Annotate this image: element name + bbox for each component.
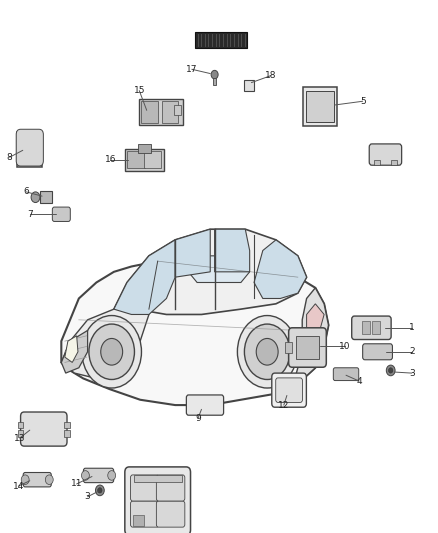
Polygon shape — [188, 256, 250, 282]
Circle shape — [98, 488, 102, 493]
Bar — [134, 475, 182, 482]
Bar — [18, 430, 23, 437]
Bar — [195, 32, 247, 48]
FancyBboxPatch shape — [333, 368, 359, 381]
Polygon shape — [215, 229, 250, 272]
Text: 17: 17 — [186, 65, 198, 74]
Bar — [244, 80, 254, 91]
Circle shape — [389, 368, 393, 373]
Circle shape — [21, 475, 29, 484]
FancyBboxPatch shape — [352, 316, 391, 340]
Bar — [40, 191, 52, 203]
Text: 5: 5 — [360, 97, 366, 106]
Circle shape — [256, 338, 278, 365]
Bar — [162, 101, 178, 123]
Bar — [362, 321, 370, 334]
Circle shape — [211, 70, 218, 79]
FancyBboxPatch shape — [272, 373, 307, 407]
Circle shape — [82, 316, 141, 388]
Text: 8: 8 — [7, 153, 13, 161]
FancyBboxPatch shape — [23, 472, 51, 487]
Circle shape — [101, 338, 123, 365]
Bar — [303, 87, 337, 126]
FancyBboxPatch shape — [131, 475, 159, 501]
Polygon shape — [65, 336, 78, 362]
Circle shape — [95, 485, 104, 496]
Polygon shape — [307, 304, 324, 336]
Text: 3: 3 — [409, 369, 415, 377]
Text: 3: 3 — [85, 492, 91, 501]
Text: 1: 1 — [409, 324, 415, 332]
Bar — [213, 78, 216, 85]
Bar — [372, 321, 380, 334]
Polygon shape — [114, 240, 175, 314]
Text: 15: 15 — [134, 86, 145, 95]
FancyBboxPatch shape — [53, 207, 70, 222]
Text: 18: 18 — [265, 71, 276, 80]
Bar — [296, 336, 319, 359]
Bar — [174, 105, 181, 115]
Polygon shape — [61, 330, 88, 373]
Circle shape — [386, 365, 395, 376]
Bar — [144, 151, 162, 168]
Text: 16: 16 — [105, 156, 116, 164]
Circle shape — [237, 316, 297, 388]
FancyBboxPatch shape — [187, 395, 224, 415]
Polygon shape — [293, 288, 328, 384]
FancyBboxPatch shape — [125, 467, 191, 533]
FancyBboxPatch shape — [369, 144, 402, 165]
FancyBboxPatch shape — [83, 468, 114, 483]
Bar — [64, 430, 70, 437]
FancyBboxPatch shape — [16, 129, 43, 166]
Text: 9: 9 — [195, 414, 201, 423]
Text: 10: 10 — [339, 342, 351, 351]
Circle shape — [46, 475, 53, 484]
Bar — [133, 515, 144, 526]
Bar — [306, 91, 334, 122]
Text: 14: 14 — [13, 482, 24, 490]
Text: 12: 12 — [278, 401, 290, 409]
Bar — [141, 101, 158, 123]
Polygon shape — [114, 229, 307, 314]
Bar — [391, 160, 397, 165]
Circle shape — [89, 324, 134, 379]
Bar — [125, 149, 164, 171]
FancyBboxPatch shape — [21, 412, 67, 446]
Text: 7: 7 — [27, 210, 33, 219]
Bar — [64, 422, 70, 428]
Bar — [17, 132, 42, 166]
Polygon shape — [61, 309, 149, 378]
Polygon shape — [254, 240, 307, 298]
Polygon shape — [61, 256, 328, 405]
FancyBboxPatch shape — [156, 475, 185, 501]
Text: 11: 11 — [71, 480, 82, 488]
FancyBboxPatch shape — [289, 328, 326, 367]
Polygon shape — [175, 229, 210, 277]
Bar — [127, 151, 145, 168]
Bar — [139, 99, 183, 125]
FancyBboxPatch shape — [363, 344, 392, 360]
FancyBboxPatch shape — [276, 378, 303, 402]
Text: 13: 13 — [14, 434, 25, 442]
Circle shape — [31, 192, 40, 203]
Circle shape — [108, 471, 116, 480]
Text: 2: 2 — [409, 348, 414, 356]
Circle shape — [81, 471, 89, 480]
Text: 6: 6 — [23, 188, 29, 196]
Bar — [138, 144, 151, 153]
FancyBboxPatch shape — [156, 501, 185, 527]
Bar — [18, 422, 23, 428]
Text: 4: 4 — [357, 377, 362, 385]
FancyBboxPatch shape — [131, 501, 159, 527]
Circle shape — [244, 324, 290, 379]
Bar — [285, 342, 292, 353]
Bar — [374, 160, 380, 165]
